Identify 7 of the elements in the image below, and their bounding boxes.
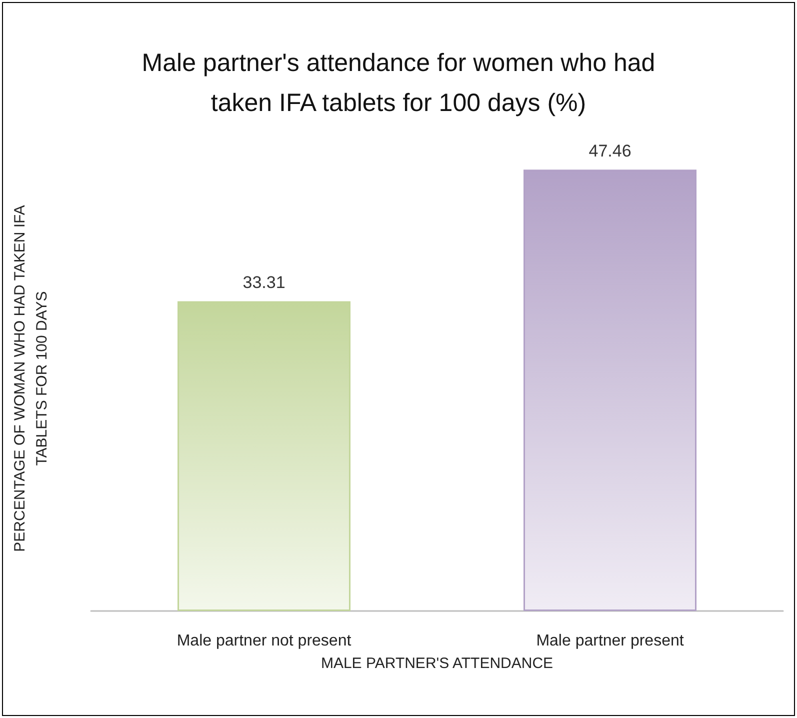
x-tick-label: Male partner not present	[176, 632, 352, 650]
data-label: 33.31	[242, 273, 286, 292]
chart-title: Male partner's attendance for women who had taken IFA tablets for 100 days (%)	[142, 49, 656, 117]
x-tick-label: Male partner present	[536, 632, 684, 650]
y-axis-title: PERCENTAGE OF WOMAN WHO HAD TAKEN IFA TABLETS FOR 100 DAYS	[12, 205, 50, 552]
data-label: 47.46	[588, 142, 632, 161]
x-axis-title: MALE PARTNER'S ATTENDANCE	[320, 655, 554, 672]
